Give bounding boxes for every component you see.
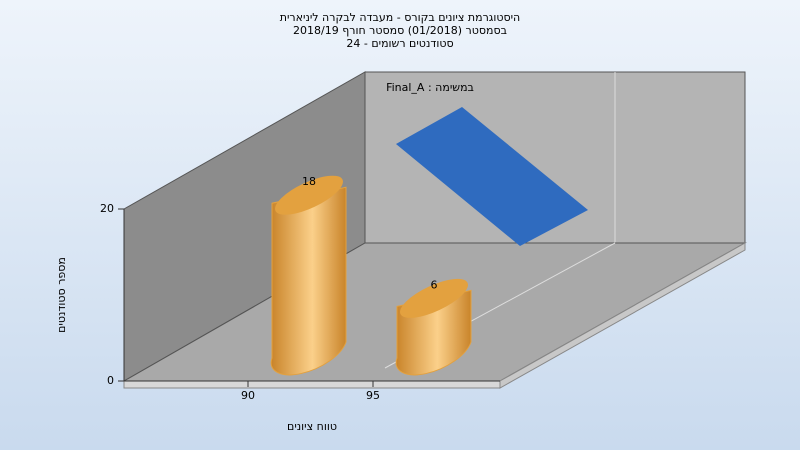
x-axis-label: טווח ציונים bbox=[287, 420, 337, 433]
y-tick-label: 0 bbox=[107, 374, 114, 387]
data-label: 6 bbox=[431, 278, 438, 291]
x-tick-label: 90 bbox=[241, 389, 255, 402]
legend-swatch bbox=[396, 107, 588, 246]
bar-top bbox=[275, 175, 343, 215]
title-line: בסמסטר (01/2018) סמסטר חורף 2018/19 bbox=[293, 24, 507, 37]
bar bbox=[270, 186, 347, 376]
legend-label: במשימה : Final_A bbox=[386, 81, 474, 94]
title-line: היסטוגרמת ציונים בקורס - מעבדה לבקרה לינ… bbox=[280, 11, 521, 24]
x-tick-label: 95 bbox=[366, 389, 380, 402]
y-axis-label: מספר סטודנטים bbox=[55, 257, 68, 333]
bar-top bbox=[400, 278, 468, 318]
data-label: 18 bbox=[302, 175, 316, 188]
y-tick-label: 20 bbox=[100, 202, 114, 215]
floor-front bbox=[123, 380, 501, 389]
title-line: סטודנטים רשומים - 24 bbox=[346, 37, 453, 50]
